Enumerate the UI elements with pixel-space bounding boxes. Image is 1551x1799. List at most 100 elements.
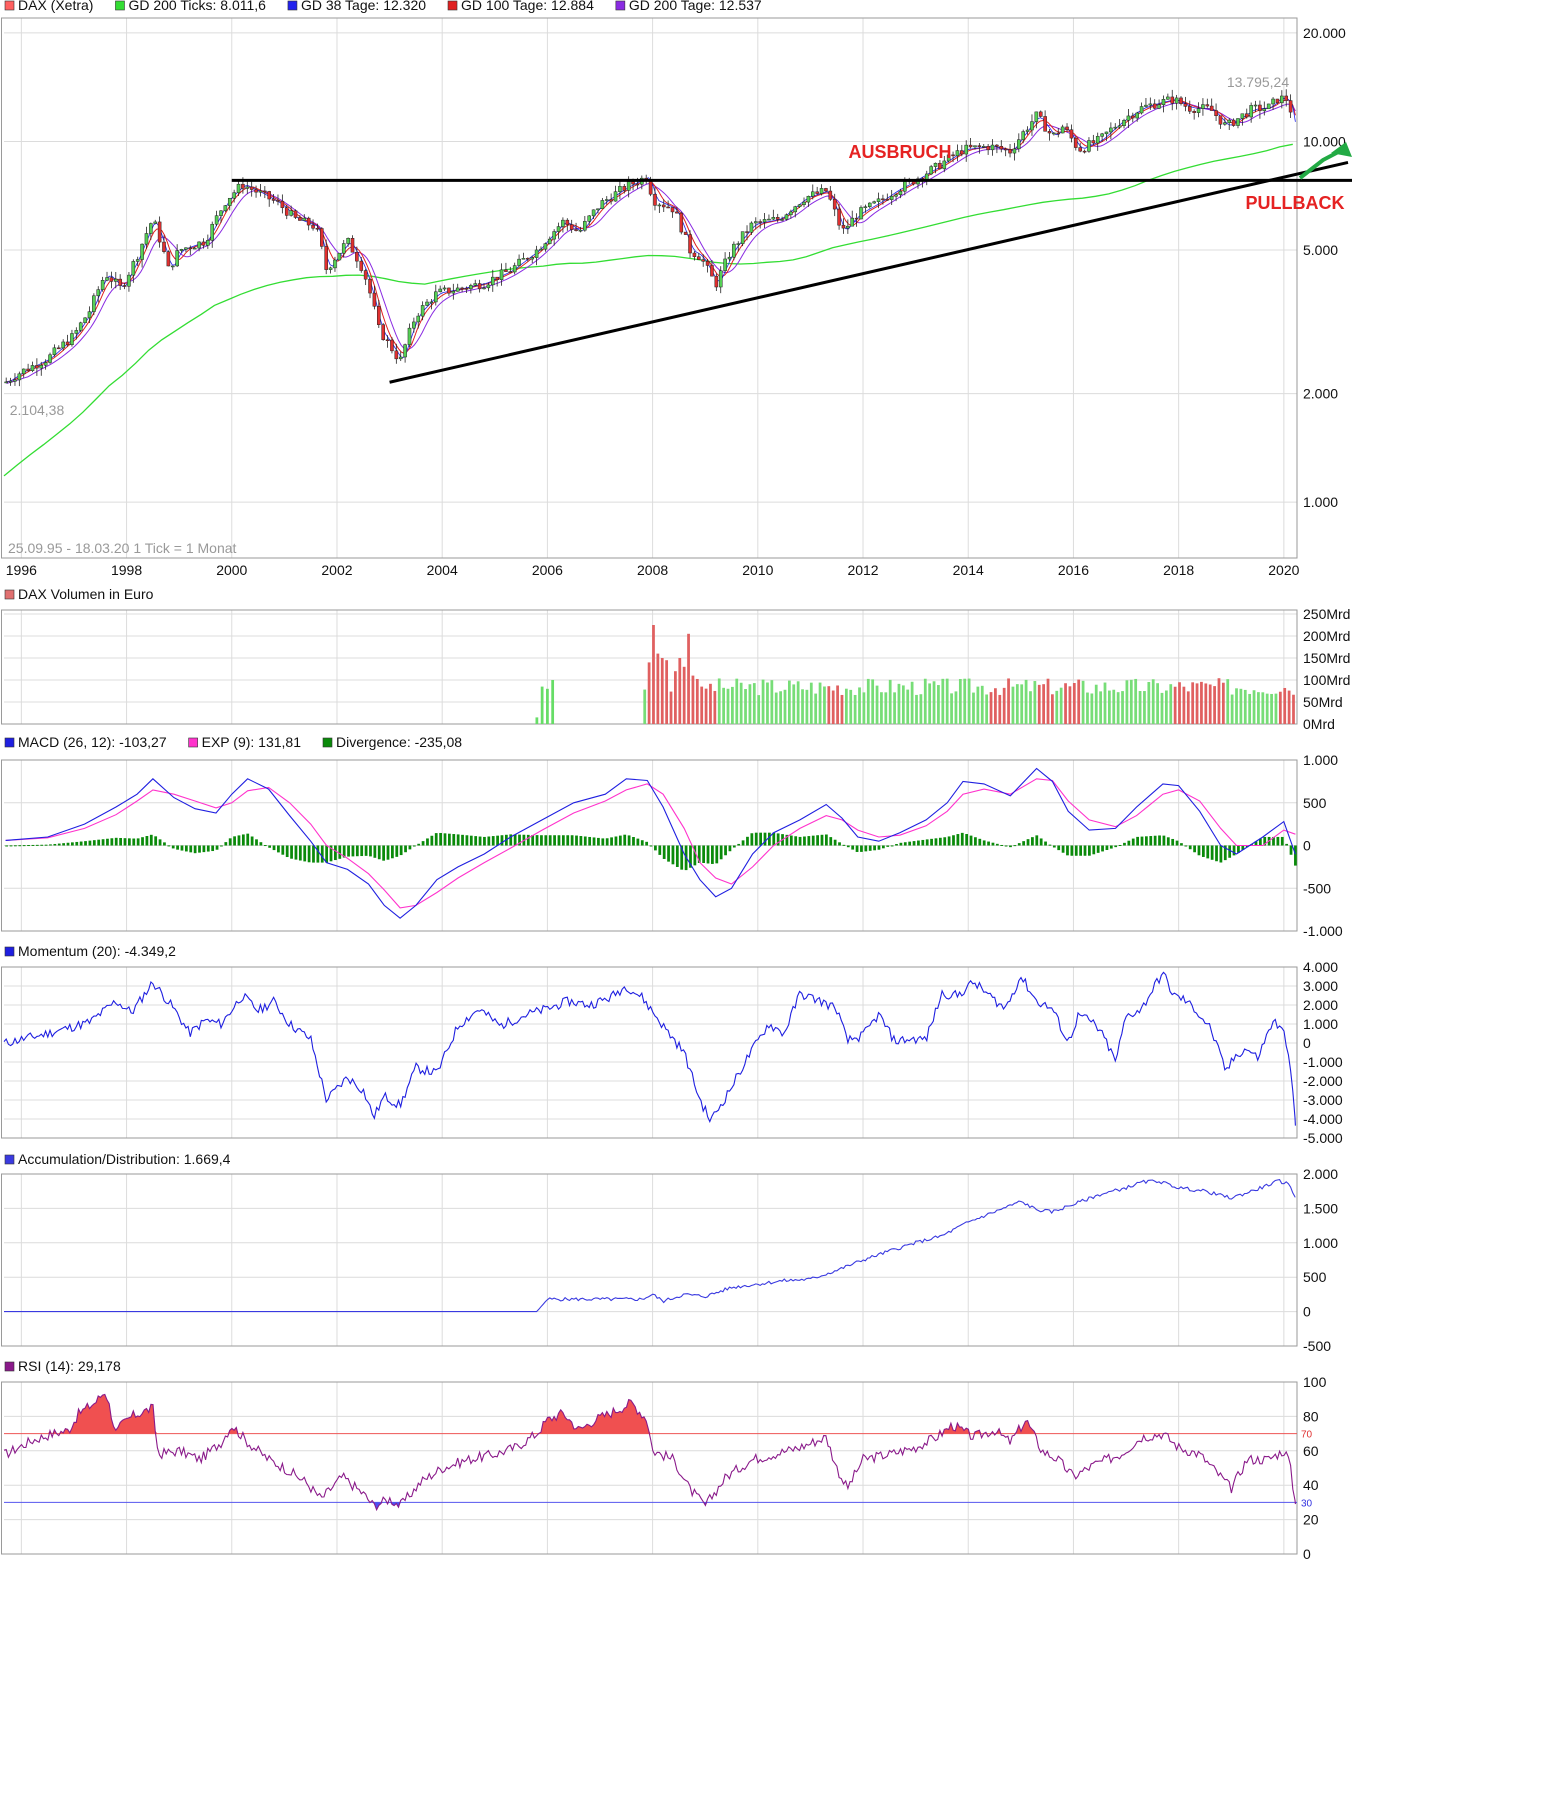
candle-body [758, 221, 762, 223]
volume-bar [695, 678, 699, 724]
divergence-bar [404, 845, 407, 853]
divergence-bar [303, 845, 307, 862]
divergence-bar [1009, 845, 1012, 848]
divergence-bar [934, 838, 938, 846]
y-tick-label: 500 [1303, 795, 1327, 811]
candle-body [876, 198, 881, 202]
candle-body [596, 208, 600, 211]
candle-body [407, 327, 412, 345]
volume-bar [976, 686, 980, 724]
y-tick-label: -1.000 [1303, 923, 1343, 939]
candle-body [951, 154, 955, 157]
volume-bar [1235, 688, 1238, 724]
divergence-bar [829, 837, 833, 846]
divergence-bar [570, 835, 574, 846]
divergence-bar [452, 834, 456, 846]
y-tick-label: 1.500 [1303, 1200, 1338, 1216]
candle-body [556, 226, 561, 232]
legend-swatch-1 [188, 737, 198, 748]
candle-body [412, 321, 416, 329]
volume-bar [704, 688, 708, 724]
volume-bar [1112, 689, 1116, 724]
divergence-bar [864, 845, 868, 852]
candle-body [1240, 113, 1245, 119]
support-trendline [389, 160, 1349, 384]
candle-body [828, 190, 833, 200]
candle-body [8, 380, 13, 383]
divergence-bar [141, 837, 144, 846]
volume-bar [1029, 691, 1032, 724]
divergence-bar [987, 841, 990, 846]
candle-body [1021, 131, 1025, 140]
divergence-bar [824, 834, 828, 846]
divergence-bar [689, 845, 692, 868]
y-tick-label: 60 [1303, 1443, 1319, 1459]
candle-body [219, 210, 223, 216]
y-tick-label: 0 [1303, 1546, 1311, 1562]
divergence-bar [982, 840, 986, 846]
divergence-bar [1074, 845, 1078, 856]
candle-body [1244, 113, 1249, 118]
volume-bar [1261, 692, 1265, 724]
candle-body [1008, 149, 1012, 154]
volume-bar [805, 689, 809, 724]
divergence-bar [373, 845, 377, 858]
divergence-bar [487, 836, 491, 846]
divergence-bar [259, 842, 263, 846]
volume-bar [1248, 693, 1252, 724]
divergence-bar [88, 840, 92, 846]
candle-body [762, 219, 767, 223]
volume-bar [1287, 690, 1291, 724]
candle-body [61, 341, 65, 349]
divergence-bar [360, 845, 364, 857]
divergence-bar [908, 841, 912, 846]
divergence-bar [377, 845, 381, 860]
divergence-bar [1285, 843, 1289, 846]
divergence-bar [430, 835, 434, 846]
divergence-bar [456, 834, 460, 846]
volume-bar [1055, 690, 1059, 724]
candle-body [324, 246, 328, 270]
volume-bar [1217, 678, 1221, 724]
divergence-bar [768, 832, 771, 846]
y-tick-label: 20 [1303, 1512, 1319, 1528]
candle-body [517, 258, 521, 266]
divergence-bar [364, 845, 368, 856]
divergence-bar [1280, 836, 1284, 846]
candle-body [670, 207, 675, 213]
candle-body [192, 247, 197, 250]
candle-body [732, 243, 736, 258]
divergence-bar [202, 845, 206, 853]
candle-body [26, 368, 30, 371]
candle-body [135, 259, 140, 262]
divergence-bar [540, 835, 543, 846]
divergence-bar [610, 837, 613, 846]
candle-body [1065, 126, 1069, 131]
candle-body [990, 144, 995, 151]
candle-body [675, 211, 679, 214]
candle-body [4, 381, 8, 384]
candle-body [17, 373, 22, 381]
volume-bar [735, 678, 739, 724]
candle-body [995, 144, 999, 147]
candle-body [1205, 104, 1210, 107]
divergence-bar [176, 845, 179, 850]
candle-body [236, 183, 241, 193]
y-tick-label: 1.000 [1303, 494, 1338, 510]
x-tick-label: 1998 [111, 562, 142, 578]
y-tick-label: 2.000 [1303, 997, 1338, 1013]
volume-bar [818, 682, 822, 724]
candle-body [315, 227, 320, 230]
x-tick-label: 2018 [1163, 562, 1194, 578]
candle-body [547, 238, 552, 244]
candle-body [1236, 118, 1240, 126]
divergence-bar [702, 845, 706, 863]
divergence-bar [794, 836, 798, 846]
candle-body [1012, 148, 1017, 154]
divergence-bar [719, 845, 723, 860]
divergence-bar [1232, 845, 1236, 856]
divergence-bar [325, 845, 329, 863]
candle-body [578, 229, 583, 232]
divergence-bar [9, 845, 13, 847]
candle-body [797, 204, 802, 207]
